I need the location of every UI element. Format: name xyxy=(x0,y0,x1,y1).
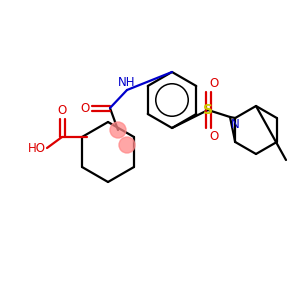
Text: HO: HO xyxy=(28,142,46,154)
Text: O: O xyxy=(209,77,218,90)
Text: N: N xyxy=(231,118,240,131)
Circle shape xyxy=(110,122,126,138)
Text: O: O xyxy=(57,104,67,117)
Text: O: O xyxy=(81,101,90,115)
Text: S: S xyxy=(203,103,213,117)
Text: O: O xyxy=(209,130,218,143)
Text: NH: NH xyxy=(118,76,136,89)
Circle shape xyxy=(119,137,135,153)
